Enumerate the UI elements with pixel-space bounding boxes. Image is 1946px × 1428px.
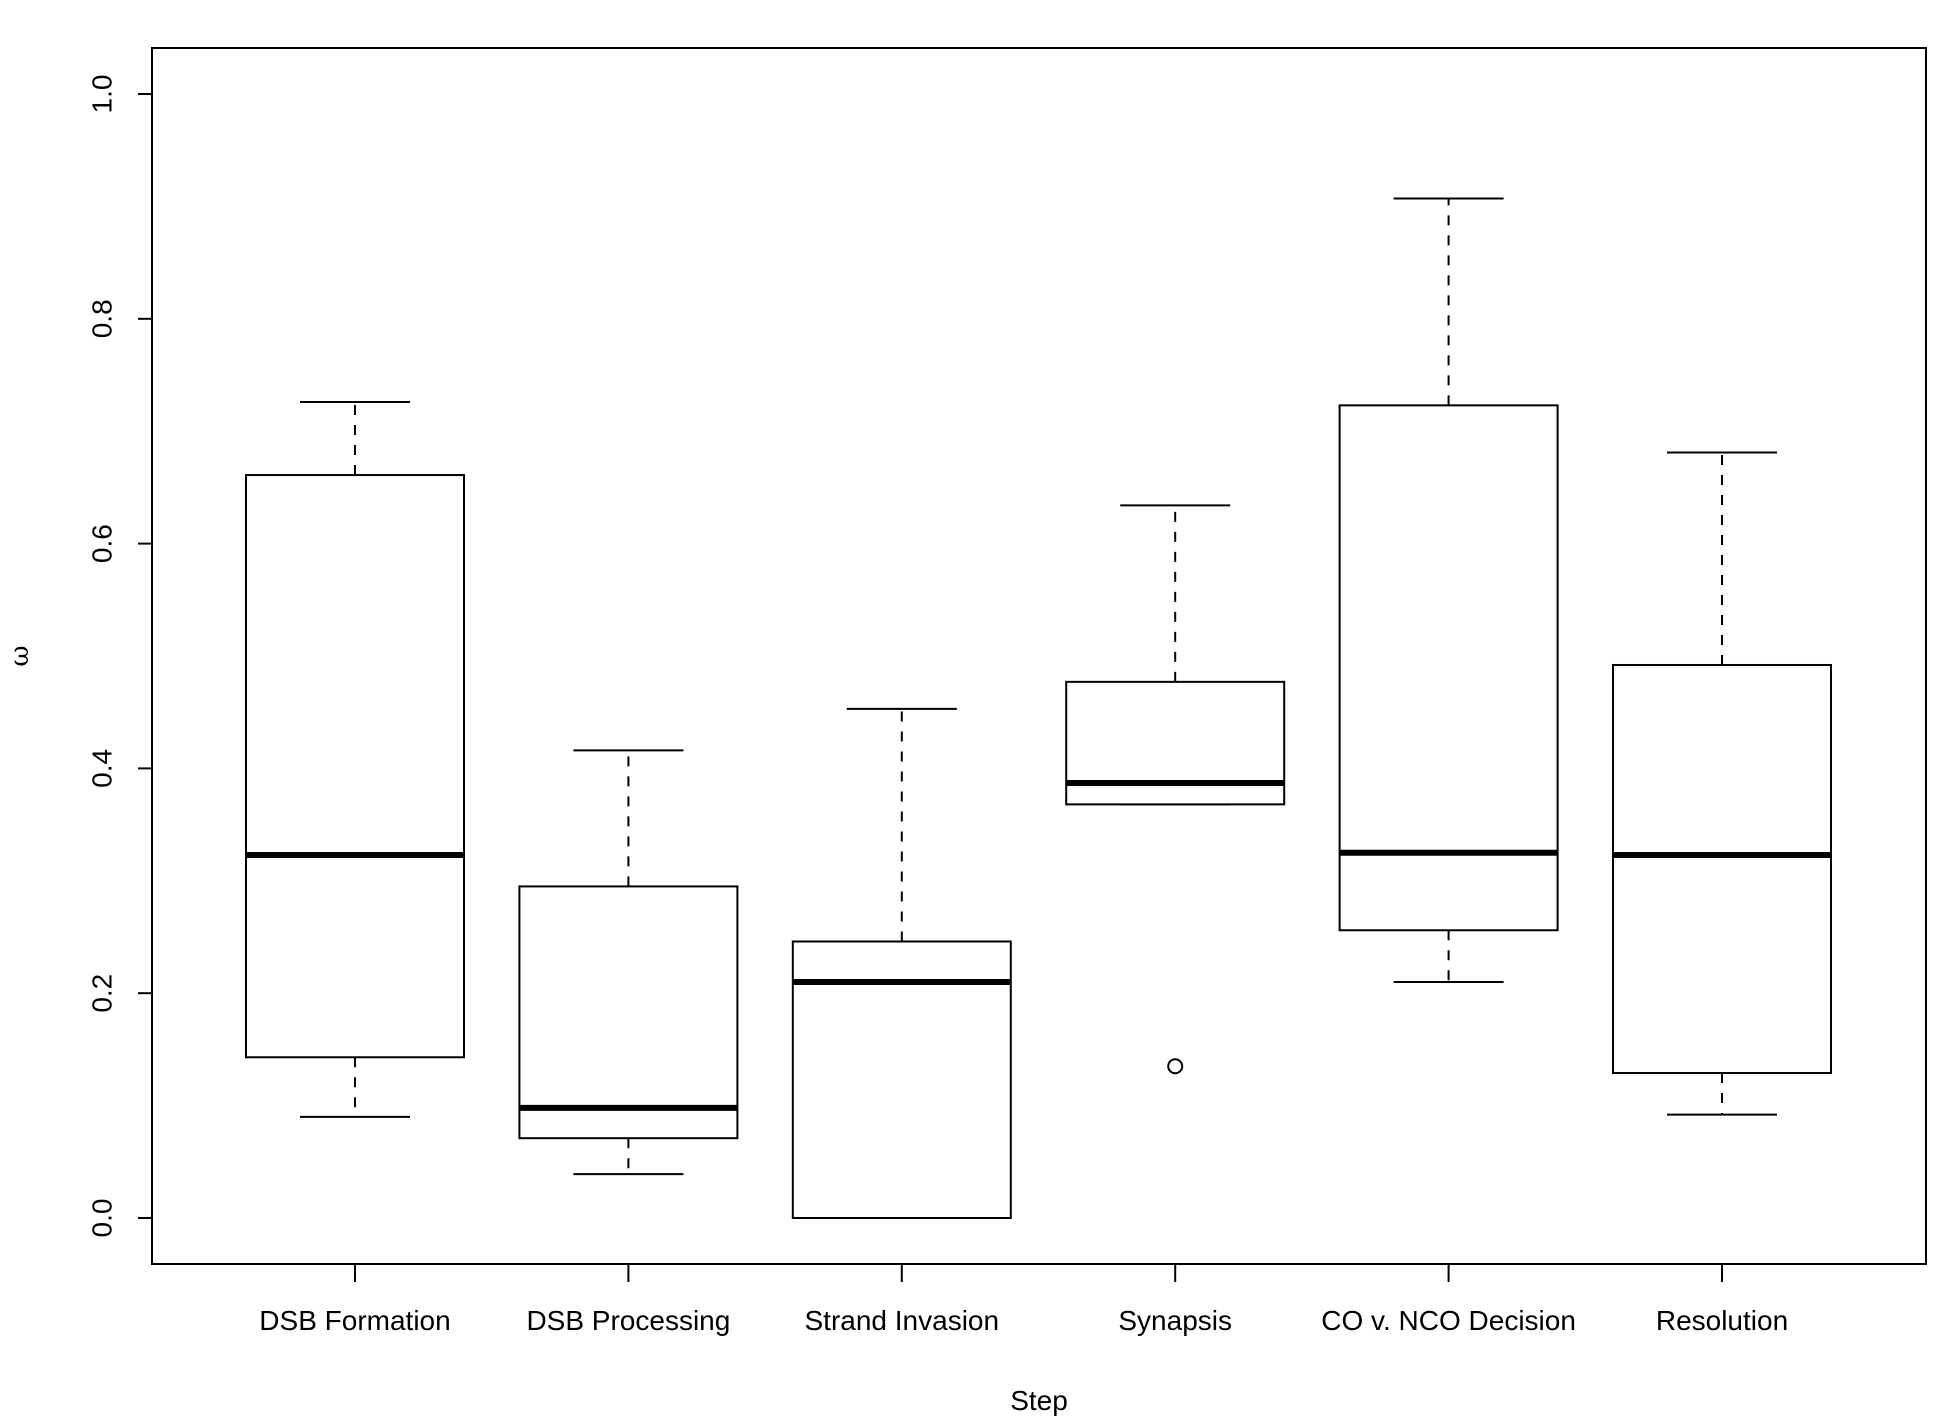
y-tick-label: 0.8	[86, 299, 117, 338]
x-tick-label: CO v. NCO Decision	[1321, 1305, 1576, 1336]
x-tick-label: DSB Formation	[259, 1305, 450, 1336]
y-tick-label: 0.0	[86, 1199, 117, 1238]
box-group	[1065, 504, 1286, 1075]
x-tick-label: DSB Processing	[526, 1305, 730, 1336]
box-group	[1612, 451, 1832, 1116]
y-tick-label: 1.0	[86, 75, 117, 114]
outlier-point	[1167, 1058, 1184, 1075]
box-iqr	[1612, 663, 1832, 1075]
x-axis: DSB Formation DSB Processing Strand Invasi…	[259, 1263, 1788, 1336]
box-group	[791, 707, 1012, 1219]
y-tick-label: 0.2	[86, 974, 117, 1013]
x-axis-title: Step	[1010, 1385, 1068, 1416]
x-tick-label: Strand Invasion	[805, 1305, 1000, 1336]
box-group	[245, 400, 465, 1118]
box-iqr	[791, 940, 1012, 1219]
box-group	[518, 749, 739, 1176]
box-iqr	[518, 885, 739, 1140]
box-iqr	[1338, 404, 1559, 932]
y-axis: 0.0 0.2 0.4 0.6 0.8 1.0	[86, 75, 153, 1238]
box-group	[1338, 197, 1559, 983]
x-tick-label: Synapsis	[1118, 1305, 1232, 1336]
y-axis-title: ω	[5, 645, 35, 666]
y-tick-label: 0.6	[86, 524, 117, 563]
x-tick-label: Resolution	[1656, 1305, 1788, 1336]
box-iqr	[245, 474, 465, 1059]
y-tick-label: 0.4	[86, 749, 117, 788]
boxes-group	[245, 197, 1832, 1219]
